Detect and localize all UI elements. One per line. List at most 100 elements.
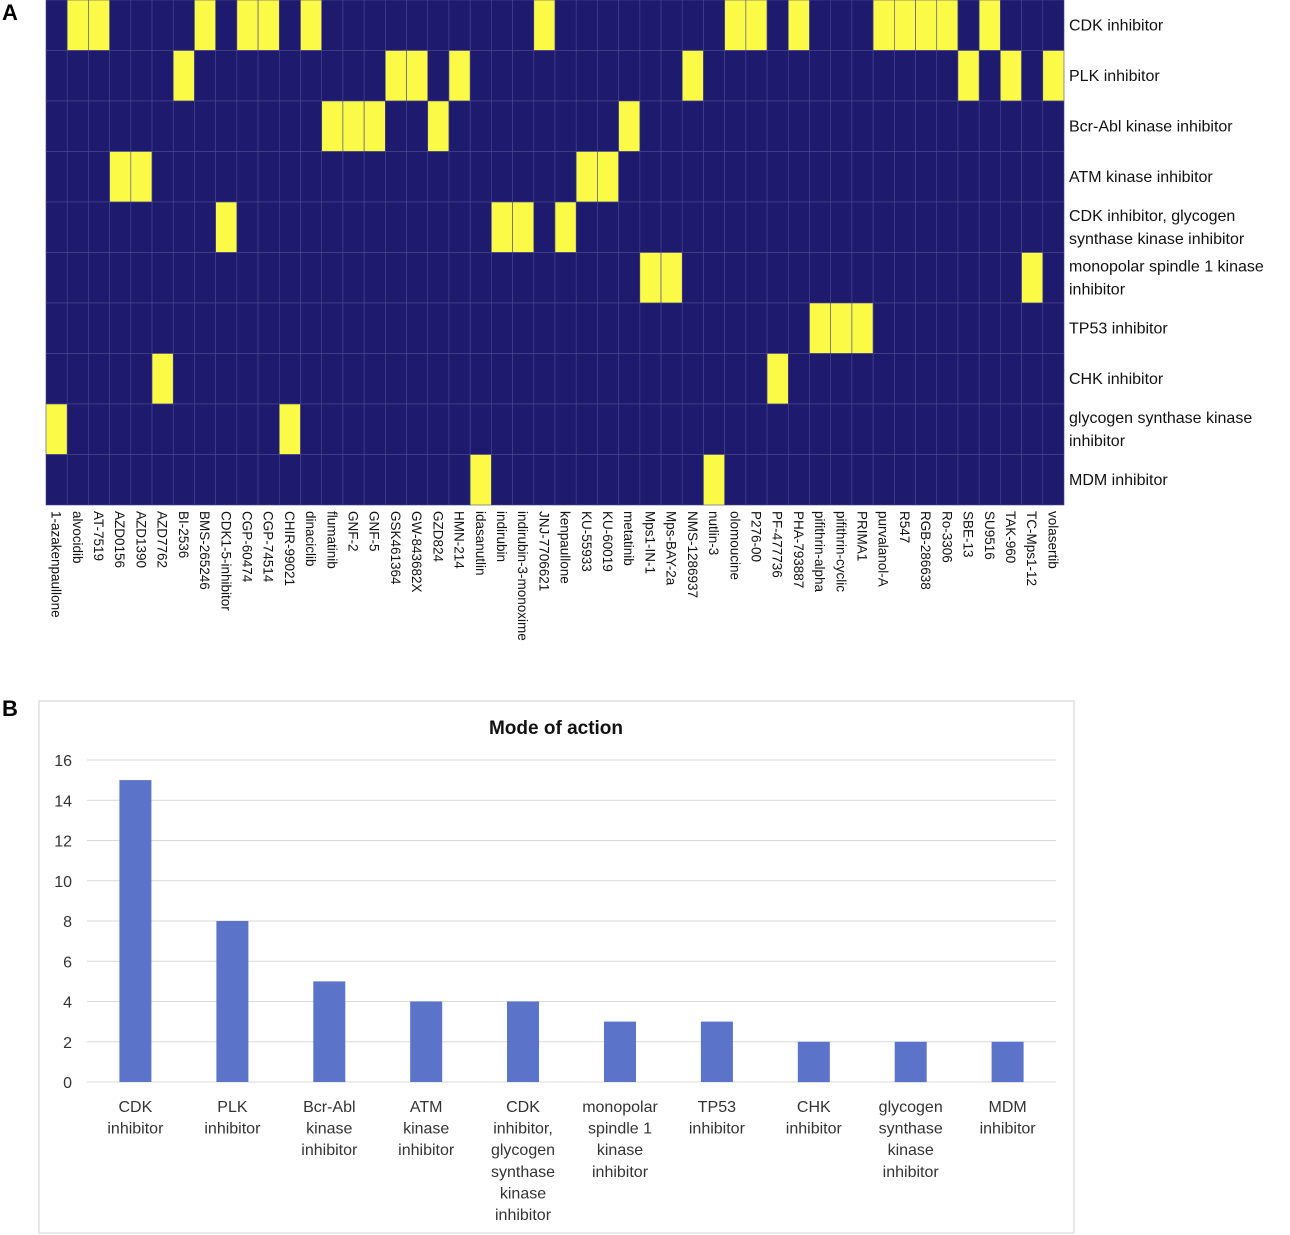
x-tick-label-line: monopolar (582, 1099, 658, 1116)
heatmap-column-label: purvalanol-A (876, 511, 891, 587)
x-tick-label-line: synthase (491, 1164, 555, 1181)
heatmap-column-label: SU9516 (982, 511, 997, 560)
x-tick-label-line: glycogen (491, 1142, 555, 1159)
heatmap-column-label: CDK1-5-inhibitor (218, 511, 233, 611)
bar (507, 1001, 539, 1082)
x-tick-label-line: inhibitor (980, 1121, 1037, 1138)
heatmap-column-label: PF-477736 (770, 511, 785, 578)
heatmap-column-label: NMS-1286937 (685, 511, 700, 598)
y-tick-label: 16 (54, 753, 72, 770)
x-tick-label-line: kinase (306, 1121, 352, 1138)
y-tick-label: 0 (63, 1075, 72, 1092)
x-tick-label: Bcr-Abl kinase inhibitor (301, 1099, 358, 1159)
heatmap-row-label-line: ATM kinase inhibitor (1069, 169, 1213, 186)
heatmap-column-label: dinaciclib (303, 511, 318, 567)
heatmap-row-label: CDK inhibitor (1069, 17, 1164, 34)
heatmap-column-label: Mps-BAY-2a (664, 511, 679, 586)
x-tick-label-line: inhibitor (495, 1207, 552, 1224)
heatmap-column-label: Mps1-IN-1 (642, 511, 657, 574)
heatmap-column-label: volasertib (1045, 511, 1060, 569)
x-tick-label: CHK inhibitor (786, 1099, 843, 1138)
heatmap-row-label-line: inhibitor (1069, 433, 1126, 450)
bar (216, 921, 249, 1082)
x-tick-label: PLK inhibitor (204, 1099, 261, 1138)
heatmap-column-label: CHIR-99021 (282, 511, 297, 586)
heatmap-column-label: pifithrin-alpha (812, 511, 827, 593)
heatmap-column-label: indirubin (494, 511, 509, 562)
heatmap-column-label: idasanutlin (473, 511, 488, 576)
heatmap-column-label: GZD824 (430, 511, 445, 563)
heatmap-column-label: CGP-74514 (261, 511, 276, 583)
heatmap-column-label: pifithrin-cyclic (833, 511, 848, 592)
chart-title: Mode of action (489, 718, 623, 739)
panel-b-label: B (2, 696, 18, 721)
heatmap-column-label: 1-azakenpaullone (49, 511, 64, 618)
x-tick-label-line: PLK (217, 1099, 248, 1116)
heatmap-column-label: AZD0156 (112, 511, 127, 568)
bar (119, 780, 152, 1082)
x-tick-label-line: kinase (597, 1142, 643, 1159)
x-tick-label-line: spindle 1 (588, 1121, 652, 1138)
heatmap-column-label: AZD1390 (133, 511, 148, 568)
heatmap-row-label-line: CDK inhibitor, glycogen (1069, 208, 1235, 225)
y-tick-label: 6 (63, 954, 72, 971)
heatmap-row-label-line: CHK inhibitor (1069, 371, 1164, 388)
heatmap-column-label: JNJ-7706621 (536, 511, 551, 591)
y-tick-label: 4 (63, 995, 72, 1012)
heatmap-row-label-line: CDK inhibitor (1069, 17, 1164, 34)
x-tick-label-line: inhibitor (398, 1142, 455, 1159)
heatmap-row-label: CHK inhibitor (1069, 371, 1164, 388)
heatmap-row-label: TP53 inhibitor (1069, 320, 1168, 337)
heatmap-row-label-line: MDM inhibitor (1069, 472, 1168, 489)
bar (313, 981, 346, 1082)
heatmap-column-label: PRIMA1 (855, 511, 870, 561)
x-tick-label-line: Bcr-Abl (303, 1099, 355, 1116)
y-tick-label: 8 (63, 914, 72, 931)
heatmap-row-label-line: inhibitor (1069, 281, 1126, 298)
heatmap-chart: CDK inhibitor PLK inhibitor Bcr-Abl kinase… (45, 0, 1264, 641)
heatmap-row-label: monopolar spindle 1 kinase inhibitor (1069, 258, 1264, 298)
heatmap-column-label: indirubin-3-monoxime (515, 511, 530, 641)
heatmap-column-label: KU-55933 (579, 511, 594, 572)
x-tick-label: ATM kinase inhibitor (398, 1099, 455, 1159)
heatmap-column-label: nutlin-3 (706, 511, 721, 555)
heatmap-column-label: Ro-3306 (939, 511, 954, 563)
heatmap-column-label: GSK461364 (388, 511, 403, 585)
heatmap-column-label: olomoucine (727, 511, 742, 580)
x-tick-label: monopolar spindle 1 kinase inhibitor (582, 1099, 658, 1181)
heatmap-column-label: metatinib (621, 511, 636, 566)
heatmap-column-label: TAK-960 (1003, 511, 1018, 563)
x-tick-label-line: kinase (888, 1142, 934, 1159)
heatmap-row-label: MDM inhibitor (1069, 472, 1168, 489)
y-tick-label: 2 (63, 1035, 72, 1052)
bar (700, 1021, 733, 1082)
x-tick-label-line: inhibitor, (493, 1121, 553, 1138)
heatmap-column-label: P276-00 (749, 511, 764, 562)
bar (894, 1041, 927, 1083)
x-tick-label-line: TP53 (698, 1099, 736, 1116)
heatmap-column-label: SBE-13 (961, 511, 976, 558)
y-tick-label: 12 (54, 834, 72, 851)
heatmap-column-label: kenpaullone (558, 511, 573, 584)
bar (604, 1021, 636, 1082)
heatmap-column-label: flumatinib (324, 511, 339, 569)
heatmap-row-label: ATM kinase inhibitor (1069, 169, 1213, 186)
heatmap-column-label: PHA-793887 (791, 511, 806, 588)
heatmap-row-label: PLK inhibitor (1069, 68, 1160, 85)
bar (797, 1041, 830, 1083)
heatmap-column-label: KU-60019 (600, 511, 615, 572)
heatmap-column-label: CGP-60474 (240, 511, 255, 583)
x-tick-label-line: inhibitor (883, 1164, 940, 1181)
heatmap-row-label-line: Bcr-Abl kinase inhibitor (1069, 118, 1233, 135)
x-tick-label-line: kinase (403, 1121, 449, 1138)
heatmap-row-label-line: glycogen synthase kinase (1069, 410, 1252, 427)
bar (991, 1041, 1024, 1083)
heatmap-column-label: TC-Mps1-12 (1024, 511, 1039, 586)
heatmap-column-label: AZD7762 (155, 511, 170, 568)
x-tick-label-line: kinase (500, 1185, 546, 1202)
heatmap-row-label: CDK inhibitor, glycogen synthase kinase i… (1069, 208, 1245, 248)
x-tick-label: CDK inhibitor (107, 1099, 164, 1138)
x-tick-label: glycogen synthase kinase inhibitor (879, 1099, 943, 1181)
heatmap-column-label: GNF-5 (367, 511, 382, 552)
